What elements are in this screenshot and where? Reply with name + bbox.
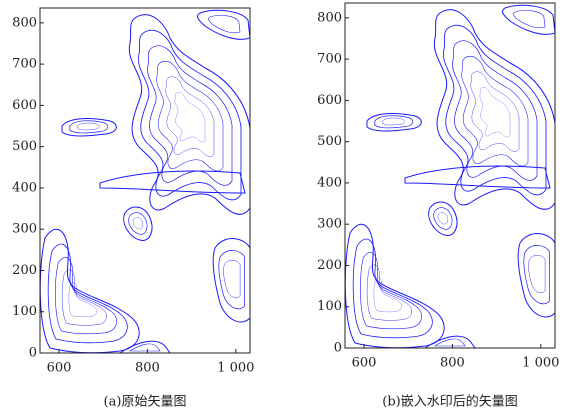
caption: (b)嵌入水印后的矢量图 <box>382 394 517 410</box>
y-tick-label: 600 <box>317 93 342 108</box>
contour-lines <box>345 5 555 348</box>
x-tick-label: 600 <box>47 361 72 376</box>
y-tick-label: 0 <box>29 346 37 361</box>
y-tick-label: 800 <box>317 10 342 25</box>
y-tick-label: 600 <box>12 98 37 113</box>
caption: (a)原始矢量图 <box>104 395 187 410</box>
y-tick-label: 500 <box>12 139 37 154</box>
plot-frame <box>39 7 251 354</box>
y-tick-label: 400 <box>317 175 342 190</box>
y-tick-label: 300 <box>12 222 37 237</box>
y-tick-label: 200 <box>12 263 37 278</box>
y-tick-label: 300 <box>317 217 342 232</box>
x-tick-label: 800 <box>135 361 160 376</box>
y-tick-label: 400 <box>12 180 37 195</box>
y-tick-label: 800 <box>12 15 37 30</box>
y-tick-label: 100 <box>12 304 37 319</box>
y-tick-label: 0 <box>334 341 342 356</box>
x-tick-label: 600 <box>352 356 377 371</box>
y-tick-label: 700 <box>317 52 342 67</box>
x-tick-label: 1 000 <box>522 356 559 371</box>
x-tick-label: 1 000 <box>217 361 254 376</box>
contour-lines <box>40 10 250 353</box>
y-tick-label: 500 <box>317 134 342 149</box>
y-tick-label: 100 <box>317 299 342 314</box>
y-tick-label: 200 <box>317 258 342 273</box>
x-tick-label: 800 <box>440 356 465 371</box>
y-tick-label: 700 <box>12 57 37 72</box>
plot-frame <box>344 2 556 349</box>
